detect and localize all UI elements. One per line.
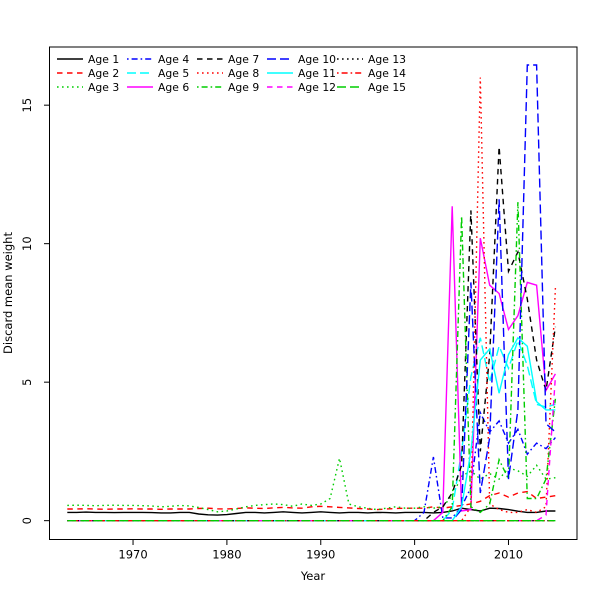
- legend-label-age-7: Age 7: [228, 53, 259, 66]
- legend-label-age-11: Age 11: [298, 67, 336, 80]
- series-age-7: [67, 146, 557, 522]
- y-tick-label: 15: [20, 98, 34, 113]
- x-axis-title: Year: [300, 569, 326, 583]
- series-age-8: [67, 77, 557, 522]
- y-axis-title: Discard mean weight: [1, 232, 15, 354]
- x-tick-label: 1970: [118, 548, 147, 562]
- legend-label-age-1: Age 1: [88, 53, 119, 66]
- legend-label-age-3: Age 3: [88, 81, 119, 94]
- series-age-2: [67, 490, 556, 511]
- legend-label-age-2: Age 2: [88, 67, 119, 80]
- y-tick-label: 5: [20, 379, 34, 386]
- x-tick-label: 2000: [400, 548, 429, 562]
- series-age-3: [67, 458, 556, 513]
- legend-label-age-6: Age 6: [158, 81, 189, 94]
- legend-label-age-9: Age 9: [228, 81, 259, 94]
- x-tick-label: 1990: [306, 548, 335, 562]
- y-tick-label: 10: [20, 236, 34, 251]
- legend-label-age-15: Age 15: [368, 81, 406, 94]
- legend-label-age-4: Age 4: [158, 53, 189, 66]
- x-tick-label: 1980: [212, 548, 241, 562]
- legend-label-age-8: Age 8: [228, 67, 259, 80]
- series-age-6: [67, 206, 557, 522]
- legend-label-age-12: Age 12: [298, 81, 336, 94]
- y-tick-label: 0: [20, 517, 34, 524]
- legend-label-age-13: Age 13: [368, 53, 406, 66]
- plot-border: [49, 46, 578, 540]
- legend-label-age-10: Age 10: [298, 53, 336, 66]
- legend-label-age-14: Age 14: [368, 67, 406, 80]
- legend-label-age-5: Age 5: [158, 67, 189, 80]
- x-tick-label: 2010: [494, 548, 523, 562]
- series-age-12: [67, 376, 557, 522]
- series-age-1: [67, 507, 556, 516]
